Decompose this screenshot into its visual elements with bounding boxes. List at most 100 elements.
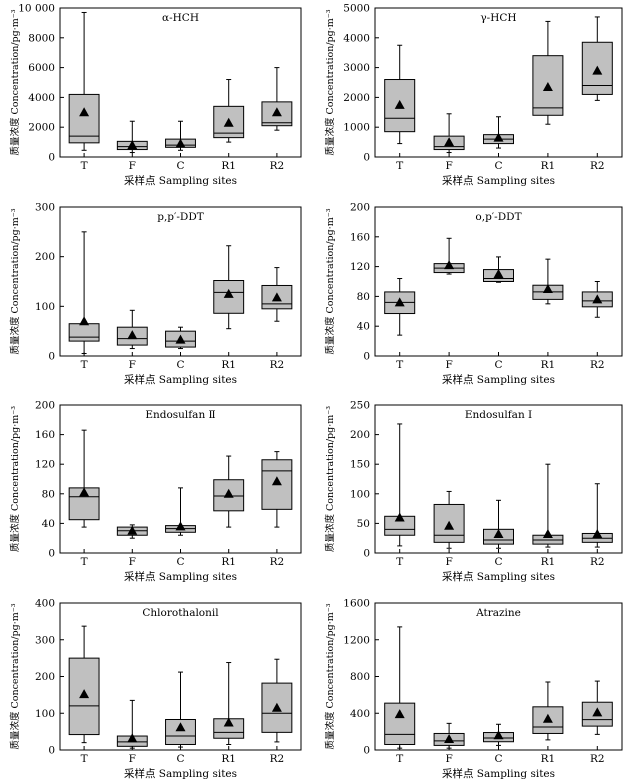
box-R1: R1	[213, 662, 245, 765]
box-R1: R1	[532, 20, 564, 172]
mean-marker	[271, 702, 282, 712]
chart-title: p,p′-DDT	[157, 211, 204, 223]
x-tick-label: F	[129, 359, 136, 371]
chart-title: o,p′-DDT	[475, 211, 521, 223]
x-tick-label: F	[129, 753, 136, 765]
y-tick-label: 3000	[343, 62, 370, 74]
x-tick-label: R1	[221, 556, 236, 568]
y-tick-label: 200	[35, 400, 55, 412]
y-tick-label: 80	[42, 488, 55, 500]
y-tick-label: 400	[35, 598, 55, 610]
x-tick-label: F	[445, 359, 452, 371]
mean-marker	[592, 294, 603, 304]
mean-marker	[223, 488, 234, 498]
mean-marker	[493, 132, 504, 142]
y-tick-label: 200	[350, 202, 370, 214]
mean-marker	[127, 733, 138, 743]
y-tick-label: 120	[35, 459, 55, 471]
box-C: C	[165, 120, 196, 172]
mean-marker	[175, 521, 186, 531]
y-tick-label: 400	[350, 708, 370, 720]
mean-marker	[493, 269, 504, 279]
x-tick-label: R1	[541, 753, 556, 765]
mean-marker	[223, 117, 234, 127]
y-tick-label: 10 000	[18, 3, 55, 15]
x-tick-label: C	[494, 160, 502, 172]
x-tick-label: R1	[221, 753, 236, 765]
x-tick-label: C	[176, 556, 184, 568]
y-tick-label: 80	[357, 291, 370, 303]
box-R1: R1	[532, 681, 564, 765]
mean-marker	[223, 288, 234, 298]
y-tick-label: 0	[48, 152, 55, 164]
mean-marker	[592, 65, 603, 75]
box-T: T	[384, 423, 416, 568]
x-tick-label: R2	[590, 753, 605, 765]
box-F: F	[116, 309, 148, 371]
y-tick-label: 0	[363, 745, 370, 757]
box-F: F	[116, 120, 148, 172]
chart-panel-7: 0 100 200 300 400 Chlorothalonil 质量浓度 Concentr…	[9, 598, 302, 780]
mean-marker	[444, 260, 455, 270]
mean-marker	[394, 297, 405, 307]
mean-marker	[127, 525, 138, 535]
mean-marker	[271, 292, 282, 302]
box-T: T	[68, 429, 100, 568]
x-tick-label: F	[129, 556, 136, 568]
y-tick-label: 2000	[28, 122, 55, 134]
box-C: C	[165, 671, 196, 765]
box-F: F	[433, 490, 465, 568]
x-tick-label: R2	[270, 753, 285, 765]
x-tick-label: R2	[270, 160, 285, 172]
box-C: C	[483, 256, 514, 371]
x-tick-label: T	[81, 359, 88, 371]
chart-panel-5: 0 40 80 120 160 200 Endosulfan Ⅱ 质量浓度 Concentra…	[9, 400, 302, 583]
x-tick-label: C	[494, 556, 502, 568]
y-tick-label: 120	[350, 261, 370, 273]
y-tick-label: 0	[48, 745, 55, 757]
y-axis-label: 质量浓度 Concentration/pg·m⁻³	[9, 603, 21, 749]
box-F: F	[116, 524, 148, 568]
x-tick-label: R2	[270, 556, 285, 568]
y-tick-label: 1000	[343, 122, 370, 134]
mean-marker	[542, 283, 553, 293]
y-tick-label: 250	[350, 400, 370, 412]
box-R1: R1	[532, 258, 564, 371]
chart-title: Atrazine	[475, 607, 521, 619]
x-tick-label: F	[445, 556, 452, 568]
iqr-box	[68, 323, 100, 342]
x-axis-label: 采样点 Sampling sites	[442, 373, 555, 386]
box-T: T	[384, 626, 416, 765]
box-R1: R1	[213, 79, 245, 172]
x-axis-label: 采样点 Sampling sites	[124, 174, 237, 187]
chart-panel-8: 0 400 800 1200 1600 Atrazine 质量浓度 Concentratio…	[324, 598, 623, 780]
x-tick-label: T	[81, 160, 88, 172]
y-tick-label: 300	[35, 634, 55, 646]
y-axis-label: 质量浓度 Concentration/pg·m⁻³	[324, 208, 336, 354]
box-F: F	[433, 113, 465, 172]
box-R2: R2	[261, 658, 293, 765]
chart-panel-3: 0 100 200 300 p,p′-DDT 质量浓度 Concentration/pg·…	[9, 202, 302, 386]
mean-marker	[127, 330, 138, 340]
iqr-box	[433, 503, 465, 543]
chart-panel-2: 0 1000 2000 3000 4000 5000 γ-HCH 质量浓度 Concentra…	[324, 3, 623, 187]
box-T: T	[68, 11, 100, 172]
y-tick-label: 100	[35, 301, 55, 313]
y-tick-label: 100	[350, 488, 370, 500]
x-tick-label: R1	[541, 160, 556, 172]
x-axis-label: 采样点 Sampling sites	[442, 767, 555, 780]
x-axis-label: 采样点 Sampling sites	[124, 373, 237, 386]
box-F: F	[116, 699, 148, 765]
y-tick-label: 5000	[343, 3, 370, 15]
box-R1: R1	[213, 455, 245, 568]
y-tick-label: 800	[350, 671, 370, 683]
y-tick-label: 0	[48, 548, 55, 560]
mean-marker	[127, 140, 138, 150]
y-tick-label: 200	[35, 671, 55, 683]
y-tick-label: 4000	[28, 92, 55, 104]
y-axis-label: 质量浓度 Concentration/pg·m⁻³	[9, 208, 21, 354]
y-tick-label: 0	[363, 152, 370, 164]
y-tick-label: 150	[350, 459, 370, 471]
y-tick-label: 200	[35, 251, 55, 263]
